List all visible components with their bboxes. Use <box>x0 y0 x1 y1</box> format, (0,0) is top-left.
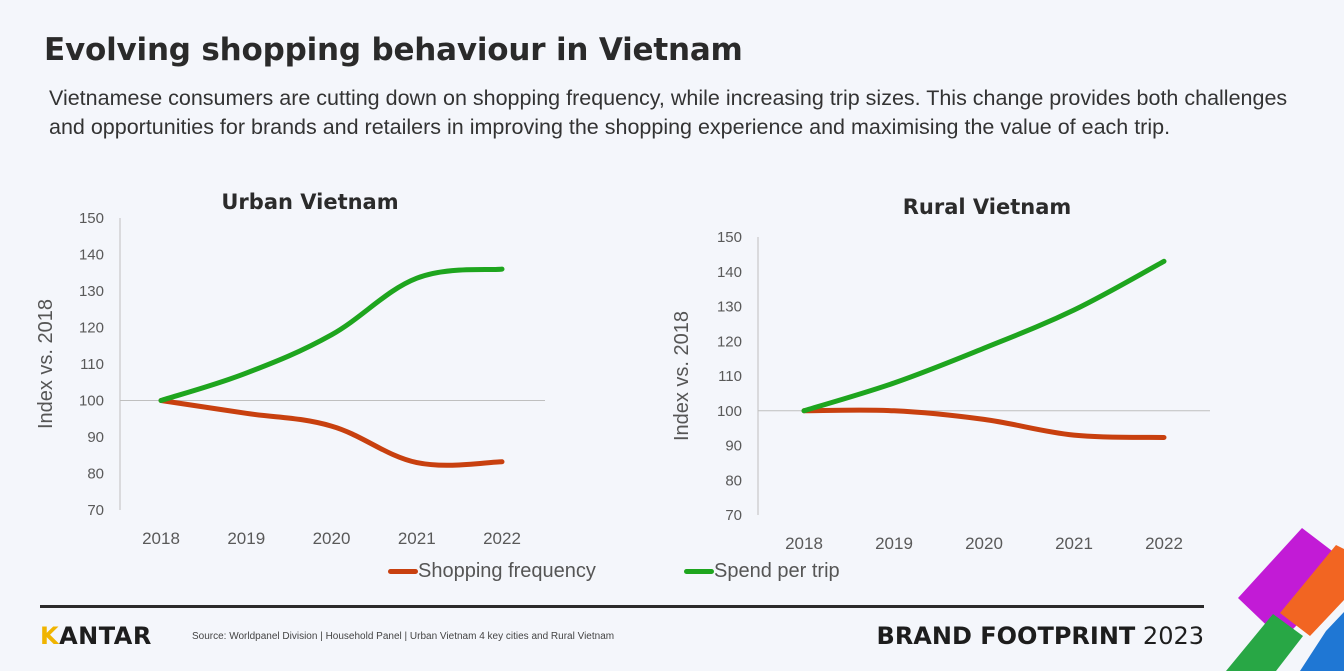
y-axis-label-rural: Index vs. 2018 <box>671 311 693 441</box>
chart-title-urban: Urban Vietnam <box>221 190 398 214</box>
y-tick-label-rural-90: 90 <box>725 438 742 455</box>
y-tick-label-urban-90: 90 <box>87 429 104 446</box>
corner-tile-blue <box>1300 612 1344 671</box>
legend-label-spend-per-trip: Spend per trip <box>714 559 840 582</box>
brand-footprint-bold: BRAND FOOTPRINT <box>876 622 1136 650</box>
y-tick-label-rural-70: 70 <box>725 507 742 524</box>
x-tick-label-urban-2022: 2022 <box>483 529 521 548</box>
x-tick-label-rural-2022: 2022 <box>1145 534 1183 553</box>
data-point-spend-per-trip-rural-2021 <box>1072 307 1076 312</box>
corner-tile-purple <box>1238 528 1344 640</box>
y-tick-label-rural-120: 120 <box>717 333 742 350</box>
chart-title-rural: Rural Vietnam <box>903 195 1072 219</box>
data-point-spend-per-trip-urban-2022 <box>500 267 504 272</box>
data-point-shopping-frequency-rural-2020 <box>982 417 986 422</box>
data-point-spend-per-trip-rural-2018 <box>802 408 806 413</box>
data-point-shopping-frequency-rural-2022 <box>1162 435 1166 440</box>
chart-urban-vietnam: Urban Vietnam Index vs. 2018 70 80 90 100 110 1… <box>35 190 545 548</box>
y-tick-label-urban-70: 70 <box>87 502 104 519</box>
legend-swatch-spend-per-trip <box>684 568 714 574</box>
source-note: Source: Worldpanel Division | Household … <box>192 631 615 642</box>
kantar-logo-k: K <box>40 622 60 650</box>
x-tick-label-urban-2018: 2018 <box>142 529 180 548</box>
y-tick-label-rural-150: 150 <box>717 229 742 246</box>
data-point-shopping-frequency-urban-2019 <box>244 411 249 416</box>
data-point-shopping-frequency-rural-2021 <box>1072 433 1076 438</box>
legend-spend-per-trip: Spend per trip <box>684 558 840 584</box>
data-point-spend-per-trip-rural-2020 <box>982 346 986 351</box>
x-tick-label-urban-2021: 2021 <box>398 529 436 548</box>
data-point-spend-per-trip-urban-2018 <box>159 398 163 403</box>
y-tick-label-rural-100: 100 <box>717 403 742 420</box>
x-tick-label-rural-2020: 2020 <box>965 534 1003 553</box>
y-tick-label-rural-110: 110 <box>718 368 742 385</box>
x-tick-label-rural-2018: 2018 <box>785 534 823 553</box>
kantar-logo-rest: ANTAR <box>59 622 152 650</box>
y-tick-label-rural-80: 80 <box>725 472 742 489</box>
y-axis-label-urban: Index vs. 2018 <box>35 299 57 429</box>
corner-tile-green <box>1226 614 1303 671</box>
y-tick-label-rural-130: 130 <box>717 299 742 316</box>
y-tick-label-rural-140: 140 <box>717 264 742 281</box>
brand-footprint-year: 2023 <box>1142 622 1204 650</box>
y-tick-label-urban-100: 100 <box>79 393 104 410</box>
data-point-spend-per-trip-urban-2021 <box>414 276 419 281</box>
footer-divider <box>40 605 1204 608</box>
y-tick-label-urban-150: 150 <box>79 210 104 227</box>
corner-tile-orange <box>1280 545 1344 636</box>
data-point-spend-per-trip-rural-2019 <box>892 380 896 385</box>
brand-footprint-label: BRAND FOOTPRINT 2023 <box>877 622 1204 650</box>
x-tick-label-urban-2019: 2019 <box>227 529 265 548</box>
chart-rural-vietnam: Rural Vietnam Index vs. 2018 70 80 90 100 110 1… <box>671 195 1210 553</box>
x-tick-label-rural-2021: 2021 <box>1055 534 1093 553</box>
page-subtitle: Vietnamese consumers are cutting down on… <box>49 86 1288 139</box>
x-tick-label-rural-2019: 2019 <box>875 534 913 553</box>
y-tick-label-urban-80: 80 <box>87 466 104 483</box>
data-point-spend-per-trip-rural-2022 <box>1162 259 1166 264</box>
y-tick-label-urban-110: 110 <box>80 356 104 373</box>
data-point-shopping-frequency-rural-2019 <box>892 408 896 413</box>
data-point-spend-per-trip-urban-2019 <box>244 371 249 376</box>
x-tick-label-urban-2020: 2020 <box>313 529 351 548</box>
kantar-logo: KANTAR <box>40 622 152 650</box>
legend-swatch-shopping-frequency <box>388 568 418 574</box>
legend-label-shopping-frequency: Shopping frequency <box>418 559 596 582</box>
data-point-shopping-frequency-urban-2021 <box>414 460 419 465</box>
y-tick-label-urban-130: 130 <box>79 283 104 300</box>
y-tick-label-urban-140: 140 <box>79 247 104 264</box>
page-title: Evolving shopping behaviour in Vietnam <box>44 32 743 68</box>
legend-shopping-frequency: Shopping frequency <box>388 558 596 584</box>
data-point-spend-per-trip-urban-2020 <box>329 332 334 337</box>
data-point-shopping-frequency-urban-2020 <box>329 424 334 429</box>
y-tick-label-urban-120: 120 <box>79 320 104 337</box>
data-point-shopping-frequency-urban-2022 <box>500 459 504 464</box>
